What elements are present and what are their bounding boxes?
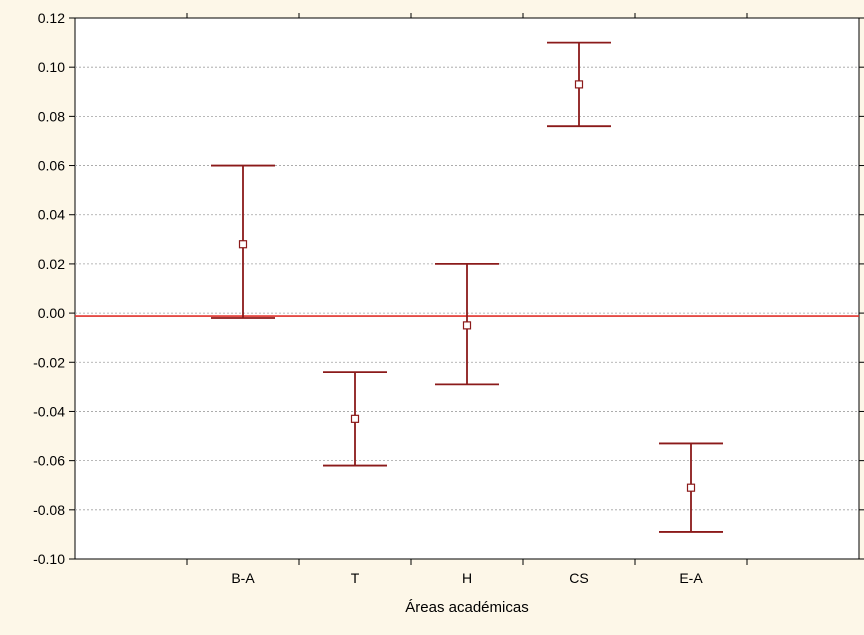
y-tick-label: 0.10 [38, 59, 65, 75]
x-ticks [186, 13, 748, 565]
x-tick-label: E-A [679, 570, 703, 586]
errorbar-CS [547, 41, 611, 128]
y-tick-label: -0.10 [33, 551, 65, 567]
x-tick-label: B-A [231, 570, 255, 586]
x-axis-label: Áreas académicas [405, 599, 528, 616]
y-tick-label: 0.04 [38, 207, 65, 223]
errorbar-T [323, 371, 387, 467]
y-tick-label: 0.00 [38, 305, 65, 321]
y-tick-label: 0.06 [38, 158, 65, 174]
y-tick-label: -0.04 [33, 403, 65, 419]
errorbar-B-A [211, 164, 275, 319]
y-tick-label: -0.08 [33, 502, 65, 518]
mean-point [462, 321, 472, 330]
x-tick-labels: B-A T H CS E-A [231, 570, 703, 586]
mean-point [686, 483, 696, 492]
mean-point [350, 414, 360, 423]
errorbar-E-A [659, 442, 723, 533]
y-tick-labels: 0.12 0.10 0.08 0.06 0.04 0.02 0.00 -0.02 -0.04 -0… [33, 10, 864, 567]
mean-point [574, 80, 584, 89]
mean-point [238, 240, 248, 249]
y-tick-label: 0.08 [38, 108, 65, 124]
errorbar-layer [211, 41, 723, 533]
x-tick-label: T [351, 570, 360, 586]
x-tick-label: H [462, 570, 472, 586]
y-tick-label: 0.02 [38, 256, 65, 272]
errorbar-H [435, 263, 499, 386]
y-tick-label: -0.06 [33, 453, 65, 469]
x-tick-label: CS [569, 570, 588, 586]
y-tick-label: 0.12 [38, 10, 65, 26]
y-tick-label: -0.02 [33, 354, 65, 370]
